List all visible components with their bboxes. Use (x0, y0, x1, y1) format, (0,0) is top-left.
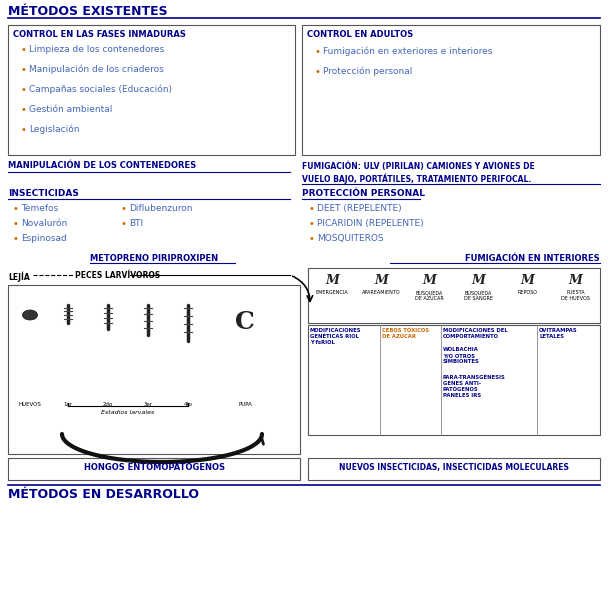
Text: MOSQUITEROS: MOSQUITEROS (317, 234, 384, 243)
Text: •: • (12, 234, 18, 244)
Text: PECES LARVÍVOROS: PECES LARVÍVOROS (75, 271, 161, 280)
Text: CONTROL EN LAS FASES INMADURAS: CONTROL EN LAS FASES INMADURAS (13, 30, 186, 39)
Text: Gestión ambiental: Gestión ambiental (29, 105, 112, 114)
Text: •: • (20, 85, 26, 95)
Text: C: C (235, 310, 255, 334)
Text: •: • (314, 67, 320, 77)
Text: APAREAMIENTO: APAREAMIENTO (362, 290, 400, 295)
Text: MODIFICACIONES DEL
COMPORTAMIENTO: MODIFICACIONES DEL COMPORTAMIENTO (443, 328, 508, 339)
Text: •: • (20, 65, 26, 75)
Text: M: M (423, 274, 437, 287)
Text: Estadios larvales: Estadios larvales (102, 410, 154, 415)
Ellipse shape (22, 310, 38, 320)
Text: PROTECCIÓN PERSONAL: PROTECCIÓN PERSONAL (302, 189, 425, 198)
Text: METOPRENO PIRIPROXIPEN: METOPRENO PIRIPROXIPEN (90, 254, 218, 263)
Text: MÉTODOS EN DESARROLLO: MÉTODOS EN DESARROLLO (8, 488, 199, 501)
Text: M: M (374, 274, 388, 287)
Text: HUEVOS: HUEVOS (19, 402, 41, 407)
Text: •: • (120, 204, 126, 214)
Bar (8, 285, 300, 454)
Text: •: • (314, 47, 320, 57)
Bar (302, 25, 600, 155)
Text: MODIFICACIONES
GENÉTICAS RIOL
Y fsRIOL: MODIFICACIONES GENÉTICAS RIOL Y fsRIOL (310, 328, 362, 345)
Text: NUEVOS INSECTICIDAS, INSECTICIDAS MOLECULARES: NUEVOS INSECTICIDAS, INSECTICIDAS MOLECU… (339, 463, 569, 472)
Text: •: • (20, 125, 26, 135)
Text: 4to: 4to (184, 402, 193, 407)
Text: •: • (12, 219, 18, 229)
Text: Legislación: Legislación (29, 125, 80, 135)
Text: Limpieza de los contenedores: Limpieza de los contenedores (29, 45, 164, 54)
Text: OVITRAMPAS
LETALES: OVITRAMPAS LETALES (539, 328, 578, 339)
Text: M: M (471, 274, 485, 287)
Text: Novalurón: Novalurón (21, 219, 67, 228)
Text: CONTROL EN ADULTOS: CONTROL EN ADULTOS (307, 30, 413, 39)
Text: M: M (568, 274, 582, 287)
Bar (308, 325, 600, 435)
Text: PICARIDIN (REPELENTE): PICARIDIN (REPELENTE) (317, 219, 424, 228)
Bar (308, 458, 600, 480)
Text: •: • (120, 219, 126, 229)
Text: Temefos: Temefos (21, 204, 58, 213)
Text: •: • (308, 234, 314, 244)
Text: EMERGENCIA: EMERGENCIA (316, 290, 349, 295)
Text: HONGOS ENTOMOPATÓGENOS: HONGOS ENTOMOPATÓGENOS (83, 463, 224, 472)
Text: WOLBACHIA
Y/O OTROS
SIMBIONTES: WOLBACHIA Y/O OTROS SIMBIONTES (443, 347, 480, 364)
Text: Diflubenzuron: Diflubenzuron (129, 204, 193, 213)
Text: DEET (REPELENTE): DEET (REPELENTE) (317, 204, 402, 213)
Text: REPOSO: REPOSO (517, 290, 537, 295)
Text: FUMIGACIÓN: ULV (PIRILAN) CAMIONES Y AVIONES DE
VUELO BAJO, PORTÁTILES, TRATAMIE: FUMIGACIÓN: ULV (PIRILAN) CAMIONES Y AVI… (302, 161, 535, 184)
Text: 3er: 3er (143, 402, 153, 407)
Text: FUMIGACIÓN EN INTERIORES: FUMIGACIÓN EN INTERIORES (465, 254, 600, 263)
Text: BÚSQUEDA
DE SANGRE: BÚSQUEDA DE SANGRE (464, 290, 493, 301)
Text: •: • (308, 219, 314, 229)
Text: •: • (20, 45, 26, 55)
Text: Campañas sociales (Educación): Campañas sociales (Educación) (29, 85, 172, 94)
Text: 1er: 1er (63, 402, 72, 407)
Text: Protección personal: Protección personal (323, 67, 412, 76)
Text: MANIPULACIÓN DE LOS CONTENEDORES: MANIPULACIÓN DE LOS CONTENEDORES (8, 161, 196, 170)
Text: Manipulación de los criaderos: Manipulación de los criaderos (29, 65, 164, 75)
Bar (8, 25, 295, 155)
Text: BTI: BTI (129, 219, 143, 228)
Text: LEJÍA: LEJÍA (8, 271, 30, 282)
Text: Espinosad: Espinosad (21, 234, 67, 243)
Text: PUESTA
DE HUEVOS: PUESTA DE HUEVOS (561, 290, 590, 301)
Text: •: • (12, 204, 18, 214)
Text: INSECTICIDAS: INSECTICIDAS (8, 189, 79, 198)
Text: M: M (325, 274, 339, 287)
Text: •: • (308, 204, 314, 214)
Bar (308, 268, 600, 323)
Text: PUPA: PUPA (238, 402, 252, 407)
Text: Fumigación en exteriores e interiores: Fumigación en exteriores e interiores (323, 47, 492, 56)
Text: M: M (520, 274, 534, 287)
Text: BÚSQUEDA
DE AZÚCAR: BÚSQUEDA DE AZÚCAR (415, 290, 444, 301)
Text: 2do: 2do (103, 402, 113, 407)
Text: MÉTODOS EXISTENTES: MÉTODOS EXISTENTES (8, 5, 168, 18)
Text: CEBOS TÓXICOS
DE AZÚCAR: CEBOS TÓXICOS DE AZÚCAR (382, 328, 429, 339)
Text: •: • (20, 105, 26, 115)
Bar (8, 458, 300, 480)
Text: PARA-TRANSGÉNESIS
GENES ANTI-
PATÓGENOS
PANELES IRS: PARA-TRANSGÉNESIS GENES ANTI- PATÓGENOS … (443, 375, 506, 398)
